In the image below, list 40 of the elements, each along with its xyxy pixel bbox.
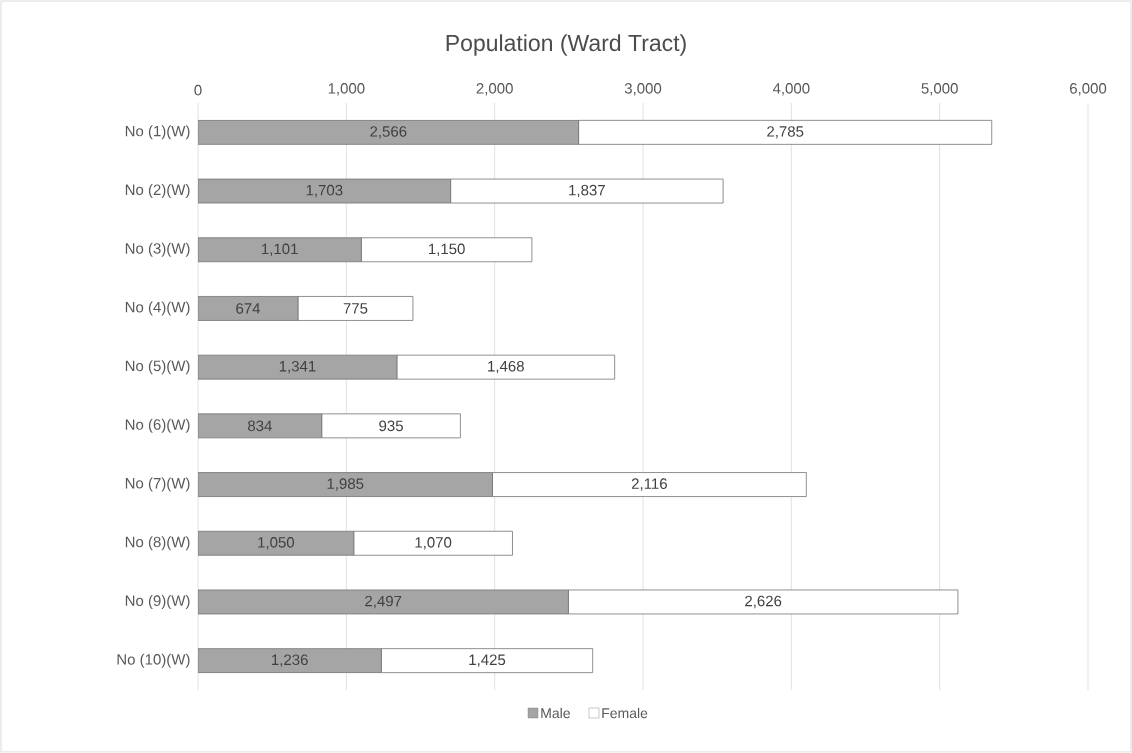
x-tick-label: 3,000 (624, 83, 662, 96)
data-label: 2,497 (365, 595, 402, 609)
data-label: 1,703 (306, 184, 343, 198)
y-tick-label: No (2)(W) (125, 184, 190, 199)
x-tick-label: 5,000 (921, 83, 958, 96)
data-label: 1,101 (262, 243, 298, 256)
y-tick-label: No (3)(W) (125, 242, 190, 257)
x-tick-label: 4,000 (772, 83, 810, 96)
data-label: 1,236 (272, 654, 308, 667)
data-label: 775 (343, 303, 368, 314)
y-tick-label: No (10)(W) (117, 653, 190, 668)
y-tick-label: No (8)(W) (125, 536, 190, 551)
data-label: 1,468 (488, 360, 524, 374)
y-tick-label: No (4)(W) (125, 301, 190, 316)
x-tick-label: 0 (194, 84, 202, 96)
data-label: 1,050 (258, 537, 295, 550)
x-tick-label: 2,000 (476, 83, 513, 96)
legend-label: Female (602, 707, 648, 719)
y-tick-label: No (6)(W) (125, 418, 190, 433)
x-tick-label: 1,000 (328, 83, 365, 96)
data-label: 1,341 (279, 360, 316, 374)
y-tick-label: No (5)(W) (125, 360, 190, 375)
data-label: 1,425 (469, 654, 506, 667)
data-label: 834 (248, 420, 272, 432)
chart-title: Population (Ward Tract) (446, 34, 686, 56)
data-label: 674 (236, 303, 261, 314)
data-label: 935 (379, 420, 403, 432)
data-label: 2,566 (370, 126, 407, 139)
data-label: 1,070 (415, 537, 452, 550)
y-tick-label: No (1)(W) (125, 125, 190, 140)
legend-label: Male (541, 707, 570, 719)
y-tick-label: No (7)(W) (125, 477, 190, 492)
data-label: 1,150 (428, 243, 465, 256)
data-label: 2,785 (767, 126, 804, 139)
data-label: 1,985 (327, 478, 364, 491)
data-label: 2,626 (745, 595, 782, 609)
x-tick-label: 6,000 (1070, 83, 1107, 96)
data-label: 1,837 (569, 184, 605, 198)
y-tick-label: No (9)(W) (125, 594, 190, 609)
data-label: 2,116 (631, 478, 667, 491)
